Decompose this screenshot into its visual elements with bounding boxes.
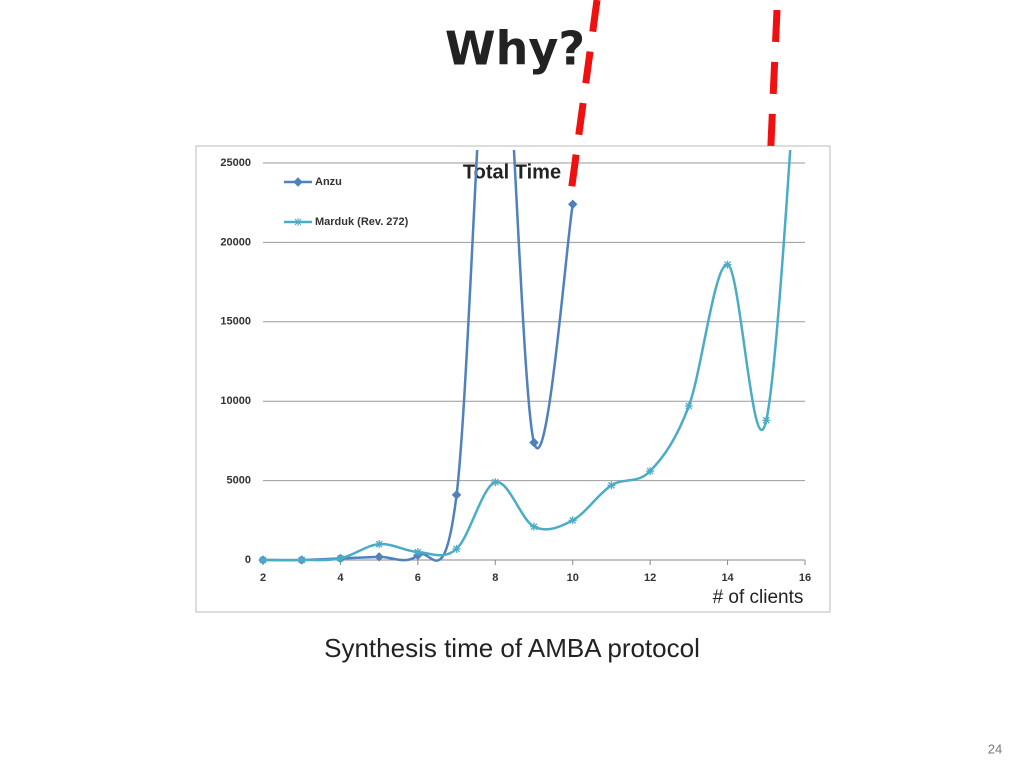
marker xyxy=(723,260,732,269)
marker xyxy=(297,556,306,564)
y-tick-label: 20000 xyxy=(220,236,251,248)
marker xyxy=(451,490,462,500)
caption: Synthesis time of AMBA protocol xyxy=(324,633,700,663)
chart-frame xyxy=(195,145,831,613)
slide-title: Why? xyxy=(445,22,585,76)
legend-label: Anzu xyxy=(315,176,342,188)
marker xyxy=(413,548,422,557)
plot-area xyxy=(258,150,792,565)
y-tick-label: 5000 xyxy=(227,475,251,487)
marker xyxy=(452,544,461,553)
marker xyxy=(374,552,384,562)
red-dashed-line xyxy=(566,0,601,201)
y-tick-label: 25000 xyxy=(220,157,251,169)
y-tick-label: 15000 xyxy=(220,316,251,328)
x-tick-label: 16 xyxy=(799,572,811,584)
marker xyxy=(530,522,538,531)
marker xyxy=(336,554,345,563)
x-tick-label: 10 xyxy=(567,572,579,584)
marker xyxy=(375,540,384,549)
chart-title: Total Time xyxy=(463,161,561,183)
x-tick-label: 14 xyxy=(721,572,734,584)
marker xyxy=(259,556,267,564)
chart: 0 5000 10000 15000 20000 25000 2 4 6 8 10 12 14 16 Tot… xyxy=(220,150,811,608)
marker xyxy=(607,481,616,490)
marker xyxy=(529,437,539,448)
y-tick-label: 0 xyxy=(245,554,251,566)
x-axis-label: # of clients xyxy=(713,587,804,608)
marker xyxy=(684,401,693,410)
x-tick-label: 8 xyxy=(492,572,498,584)
x-tick-label: 4 xyxy=(337,572,344,584)
x-tick-label: 12 xyxy=(644,572,656,584)
page-number: 24 xyxy=(988,741,1002,756)
y-tick-label: 10000 xyxy=(220,395,251,407)
x-tick-label: 2 xyxy=(260,572,266,584)
legend-marker xyxy=(293,177,303,187)
red-dashed-line xyxy=(766,9,781,166)
marker xyxy=(491,478,500,487)
legend-marker xyxy=(294,218,302,226)
legend-label: Marduk (Rev. 272) xyxy=(315,216,409,228)
x-tick-label: 6 xyxy=(415,572,421,584)
marker xyxy=(568,516,577,525)
marker xyxy=(762,416,771,425)
marker xyxy=(646,467,655,476)
marker xyxy=(568,199,578,209)
